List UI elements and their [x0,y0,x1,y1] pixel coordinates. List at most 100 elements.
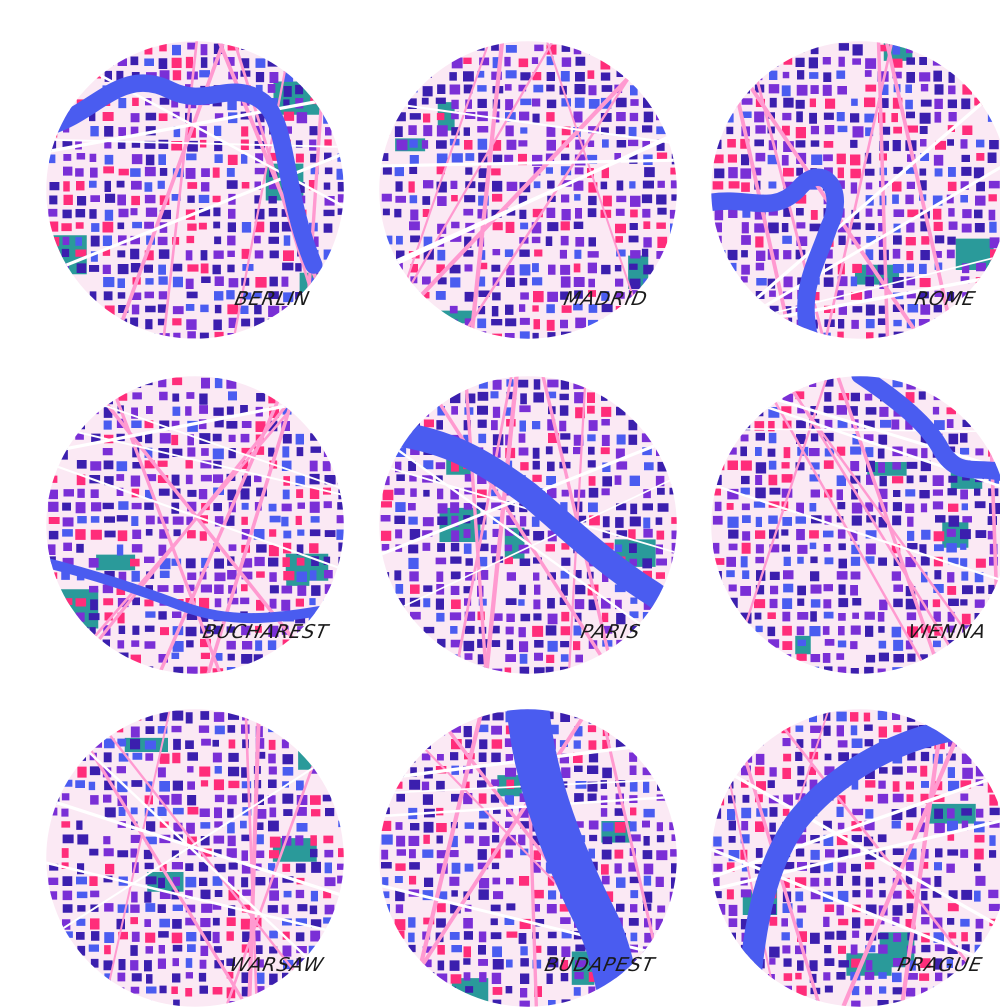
city-block [118,264,129,274]
city-block [49,490,59,500]
city-block [187,236,195,243]
city-block [90,987,98,996]
city-block [409,378,419,385]
city-block [838,613,846,621]
city-block [492,292,501,300]
city-block [837,405,847,415]
city-block [714,127,721,134]
city-block [865,795,873,801]
city-block [89,849,98,856]
city-block [974,489,980,496]
city-block [409,57,418,65]
city-block [891,113,898,122]
city-block [256,571,265,577]
city-block [547,181,555,189]
city-block [310,906,317,915]
city-block [186,168,196,179]
city-block [49,290,56,298]
city-block [78,420,86,430]
city-block [947,529,956,537]
city-block [132,973,142,981]
city-block [742,515,751,523]
city-block [381,333,392,340]
city-block [729,544,738,551]
city-block [255,851,264,859]
city-block [451,195,458,201]
city-block [323,276,331,283]
city-block [616,986,627,995]
city-block [824,726,831,736]
city-block [270,72,279,83]
city-block [395,1000,404,1008]
city-block [464,641,475,651]
city-block [297,72,303,83]
city-block [91,516,100,523]
city-block [990,237,1000,248]
city-block [921,44,928,51]
city-block [505,850,513,858]
city-block [601,654,612,662]
city-block [309,56,319,67]
city-block [520,223,528,230]
city-block [382,476,390,485]
city-block [656,960,664,966]
city-label-paris: PARIS [579,621,643,643]
city-block [410,195,418,203]
city-block [754,223,765,232]
city-block [91,223,99,232]
city-block [75,291,85,302]
city-block [934,809,943,819]
city-block [493,380,502,390]
city-block [906,379,915,390]
city-block [270,516,281,523]
city-block [573,380,584,390]
city-block [728,653,739,661]
city-block [642,209,650,218]
city-block [560,320,568,329]
city-block [865,612,875,620]
city-block [436,572,443,582]
city-block [603,196,612,207]
city-block [974,653,985,661]
city-block [727,71,735,79]
city-block [919,319,930,326]
city-block [118,127,126,136]
city-block [383,904,390,913]
city-block [782,236,792,244]
city-block [755,767,765,776]
city-block [465,167,472,174]
city-block [337,100,345,107]
city-block [506,126,514,137]
city-block [865,58,876,69]
city-block [742,958,751,967]
city-block [644,752,655,762]
city-block [451,945,462,952]
city-block [283,557,290,567]
city-block [131,421,141,429]
city-block [410,113,421,120]
city-block [628,140,638,146]
city-block [242,668,251,675]
city-block [615,475,622,485]
city-block [310,43,318,54]
city-block [77,333,88,340]
city-block [796,140,806,147]
city-block [602,139,609,147]
city-block [172,45,181,55]
city-block [437,154,448,164]
city-block [728,394,739,401]
city-block [410,85,418,93]
city-block [575,655,583,663]
city-block [493,1000,502,1008]
city-block [519,627,526,637]
city-block [478,99,487,108]
city-block [213,932,220,943]
city-block [589,237,597,246]
city-block [892,821,901,829]
city-block [423,517,434,526]
city-block [324,434,331,441]
city-block [172,753,180,764]
city-block [961,57,972,66]
city-block [477,85,486,92]
city-block [268,655,277,662]
